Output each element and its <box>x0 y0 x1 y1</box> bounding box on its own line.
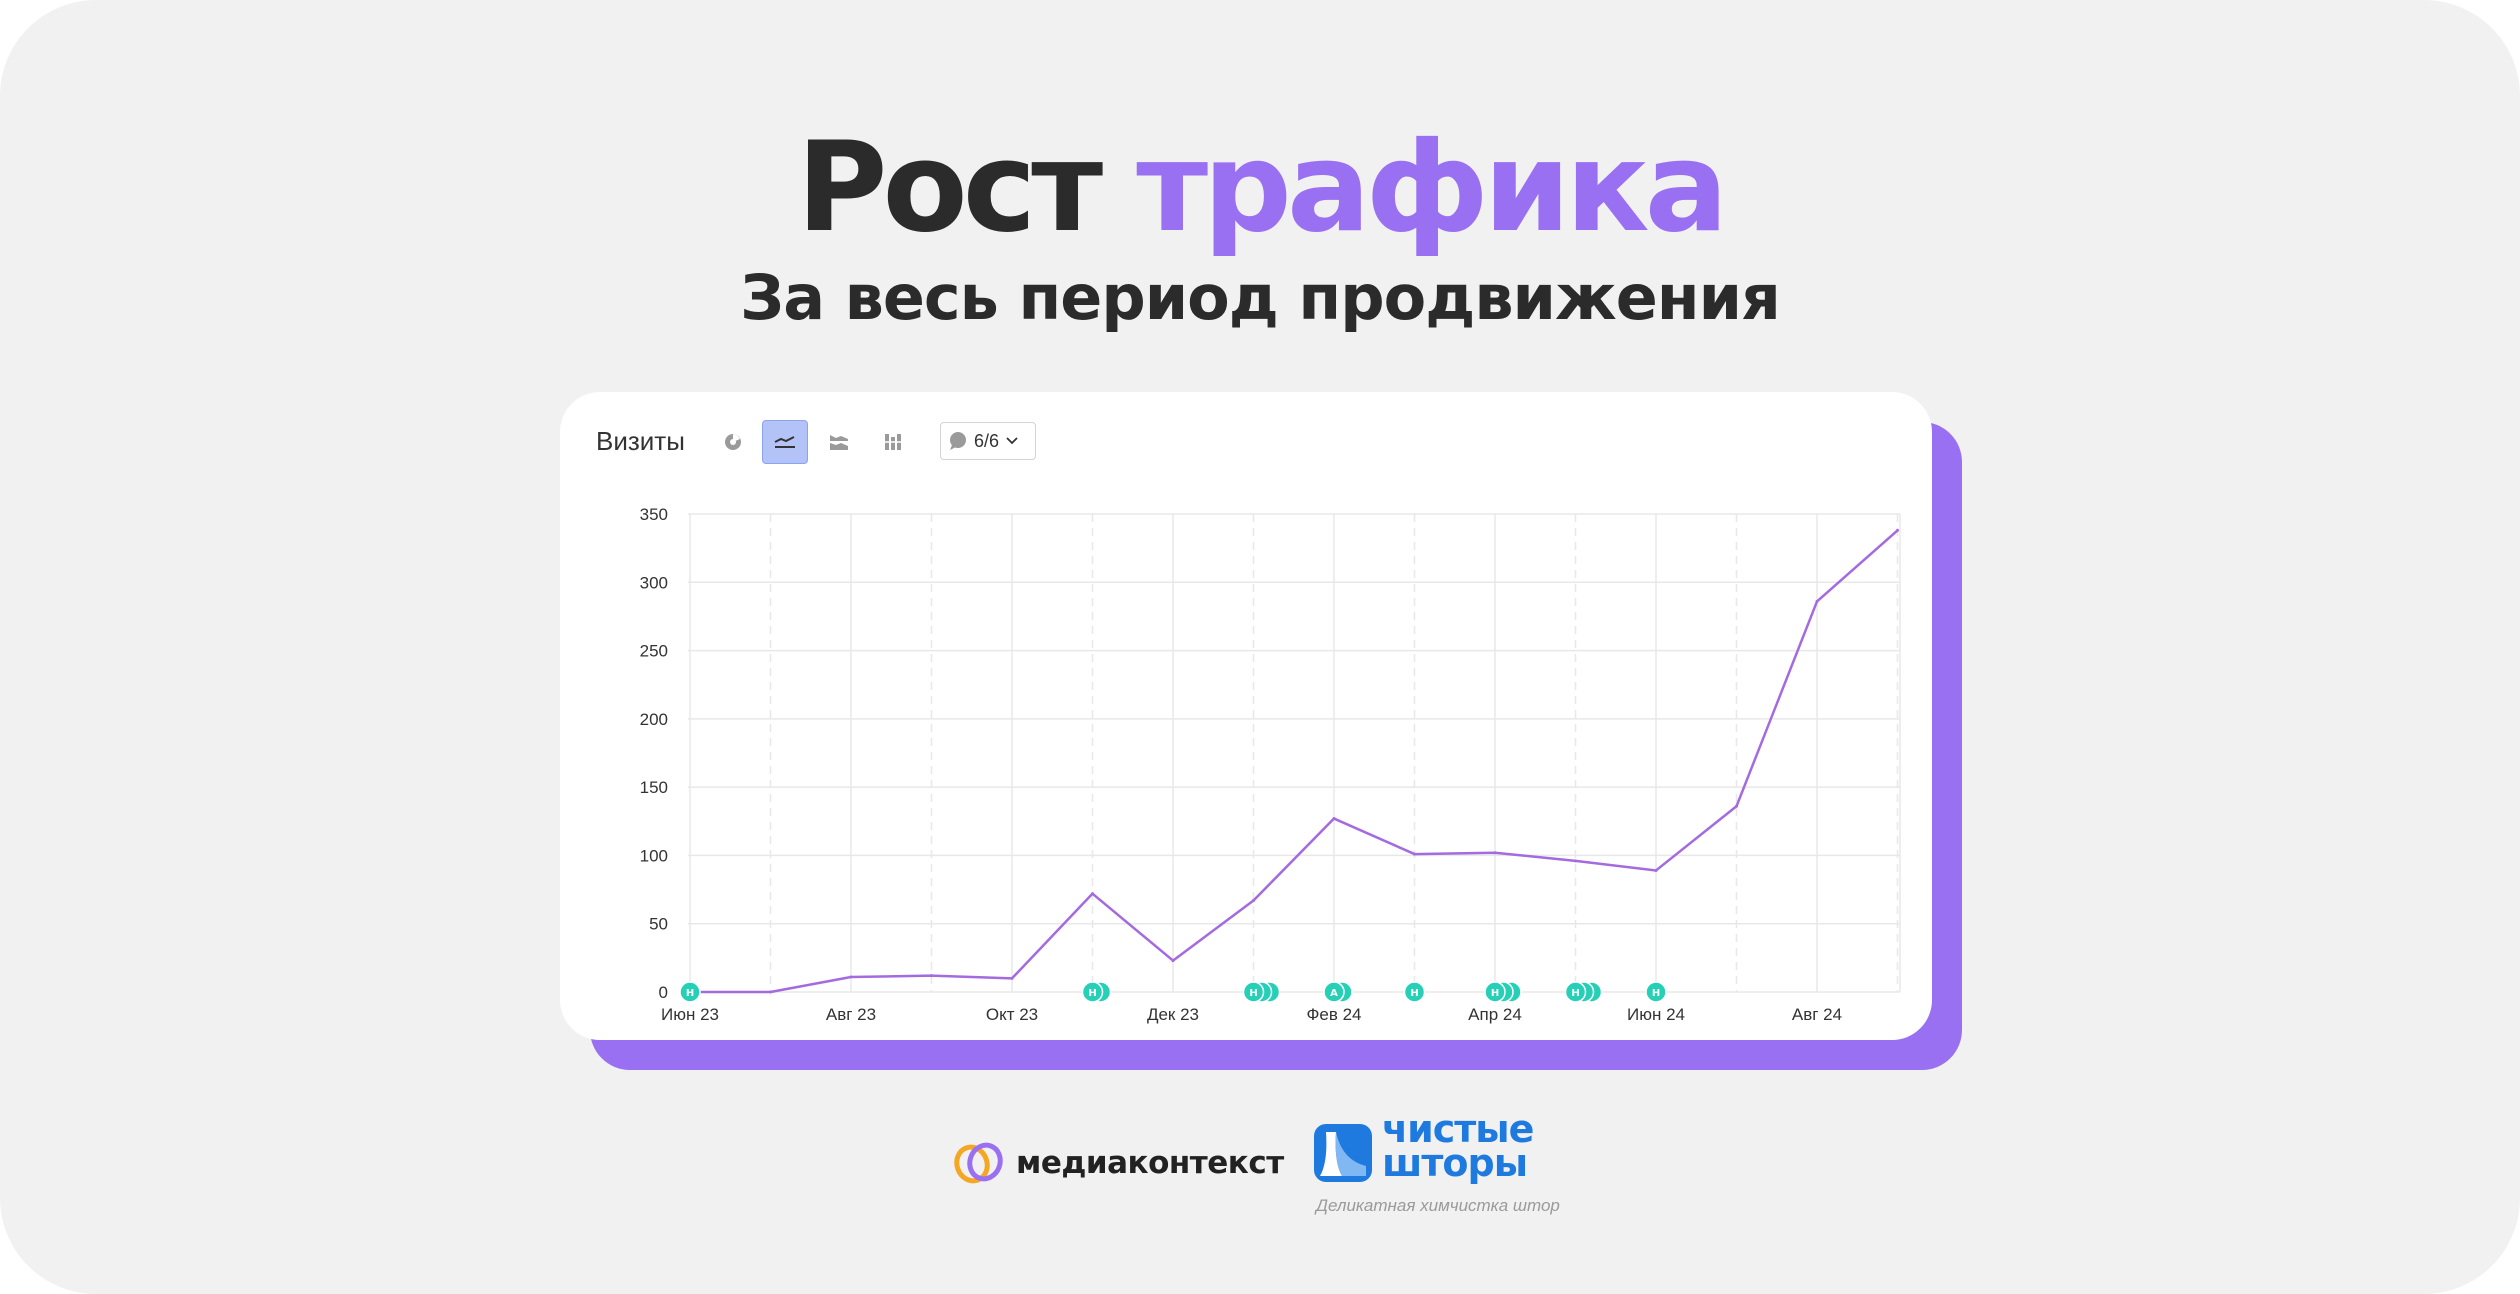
data-point <box>1171 959 1175 963</box>
series-line-visits <box>690 529 1899 994</box>
data-point <box>1896 528 1899 532</box>
x-tick-label: Окт 23 <box>986 1005 1038 1024</box>
title-accent: трафика <box>1136 116 1728 260</box>
data-point <box>930 974 933 978</box>
pie-chart-icon <box>725 434 741 450</box>
chart-metric-title: Визиты <box>596 426 685 456</box>
note-marker-label: Н <box>1249 988 1257 999</box>
line-chart-icon <box>774 436 795 448</box>
y-tick-label: 200 <box>640 710 668 729</box>
data-point <box>1010 976 1014 980</box>
y-tick-label: 350 <box>640 505 668 524</box>
comment-icon <box>950 432 966 450</box>
chart-card: Визиты <box>560 392 1932 1040</box>
data-point <box>1332 817 1336 821</box>
notes-count: 6/6 <box>974 430 1000 451</box>
y-tick-label: 300 <box>640 573 668 592</box>
pie-chart-button[interactable] <box>710 420 756 464</box>
y-tick-label: 250 <box>640 642 668 661</box>
note-marker-label: Н <box>1491 988 1499 999</box>
area-stack-button[interactable] <box>816 420 862 464</box>
note-marker <box>1645 981 1667 1003</box>
brand-chistye-shtory-name: чистые шторы <box>1382 1107 1534 1185</box>
bar-chart-icon <box>884 434 902 450</box>
x-tick-label: Апр 24 <box>1468 1005 1522 1024</box>
curtain-logo-icon <box>1314 1124 1372 1182</box>
note-marker <box>1323 981 1345 1003</box>
data-point <box>769 990 772 994</box>
data-point <box>1815 599 1819 603</box>
x-tick-label: Июн 23 <box>661 1005 719 1024</box>
page-subtitle: За весь период продвижения <box>740 261 1781 334</box>
note-marker-label: Н <box>1571 988 1579 999</box>
note-marker <box>1081 981 1104 1003</box>
note-marker <box>1403 981 1426 1003</box>
bar-chart-button[interactable] <box>870 420 916 464</box>
x-tick-label: Фев 24 <box>1306 1005 1361 1024</box>
note-marker-label: Н <box>1088 988 1096 999</box>
y-tick-label: 100 <box>640 846 668 865</box>
data-point <box>1252 898 1255 902</box>
x-tick-label: Дек 23 <box>1147 1005 1199 1024</box>
title-main: Рост <box>796 116 1103 260</box>
y-tick-label: 50 <box>649 915 668 934</box>
visits-line-chart: 0 50 100 150 200 250 300 350 Июн 23 Авг 23 Окт 23 Д… <box>640 505 1901 1024</box>
data-point <box>1413 852 1416 856</box>
brand-mediacontext-name: медиаконтекст <box>1016 1145 1284 1181</box>
area-stack-icon <box>830 435 848 450</box>
brand-tagline: Деликатная химчистка штор <box>1316 1196 1560 1215</box>
chevron-down-icon <box>1006 437 1018 445</box>
x-tick-label: Авг 24 <box>1792 1005 1842 1024</box>
note-marker-label: Н <box>1410 988 1418 999</box>
note-marker <box>679 981 701 1003</box>
brand-chistye-shtory: чистые шторы Деликатная химчистка штор <box>1312 1110 1632 1216</box>
mediacontext-logo-icon <box>954 1142 1003 1184</box>
y-tick-label: 150 <box>640 778 668 797</box>
note-marker-label: Н <box>1652 988 1660 999</box>
line-chart-button[interactable] <box>762 420 808 464</box>
y-tick-label: 0 <box>659 983 668 1002</box>
x-tick-label: Июн 24 <box>1627 1005 1685 1024</box>
note-marker-label: Н <box>686 988 694 999</box>
data-point <box>1091 892 1094 896</box>
notes-filter-button[interactable]: 6/6 <box>940 422 1036 460</box>
x-tick-label: Авг 23 <box>826 1005 876 1024</box>
note-marker <box>1484 981 1506 1003</box>
page-title: Рост трафика <box>0 118 2520 258</box>
data-point <box>1735 804 1738 808</box>
note-marker-label: А <box>1330 988 1338 999</box>
data-point <box>1493 851 1497 855</box>
note-marker <box>1242 981 1265 1003</box>
data-point <box>849 975 853 979</box>
data-point <box>1574 859 1577 863</box>
data-point <box>1654 868 1658 872</box>
brand-mediacontext: медиаконтекст <box>952 1140 1284 1186</box>
note-marker <box>1564 981 1587 1003</box>
